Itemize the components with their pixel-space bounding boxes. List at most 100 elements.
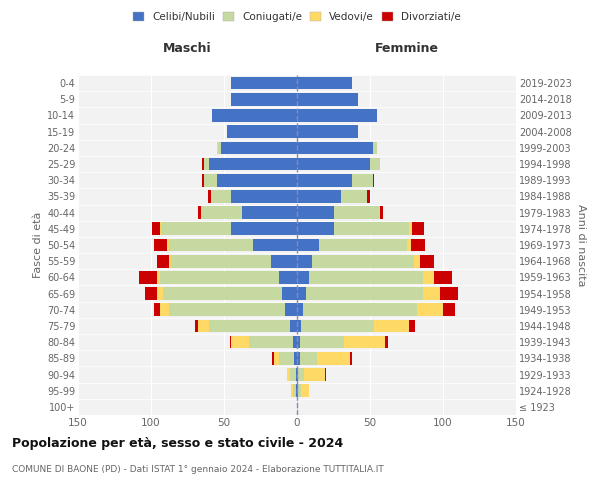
Bar — [232, 222, 297, 235]
Bar — [411, 238, 425, 252]
Legend: Celibi/Nubili, Coniugati/e, Vedovi/e, Divorziati/e: Celibi/Nubili, Coniugati/e, Vedovi/e, Di… — [133, 12, 461, 22]
Bar — [419, 255, 434, 268]
Bar — [301, 320, 374, 332]
Bar — [443, 304, 455, 316]
Bar — [195, 320, 198, 332]
Text: COMUNE DI BAONE (PD) - Dati ISTAT 1° gennaio 2024 - Elaborazione TUTTITALIA.IT: COMUNE DI BAONE (PD) - Dati ISTAT 1° gen… — [12, 466, 384, 474]
Bar — [407, 238, 411, 252]
Bar — [409, 320, 415, 332]
Bar — [208, 190, 211, 202]
Bar — [297, 158, 370, 170]
Bar — [296, 384, 297, 397]
Y-axis label: Fasce di età: Fasce di età — [32, 212, 43, 278]
Bar — [232, 93, 297, 106]
Bar — [297, 222, 334, 235]
Bar — [283, 288, 297, 300]
Bar — [154, 238, 167, 252]
Bar — [212, 109, 297, 122]
Bar — [297, 93, 358, 106]
Bar — [311, 255, 414, 268]
Y-axis label: Anni di nascita: Anni di nascita — [576, 204, 586, 286]
Bar — [280, 271, 297, 283]
Bar — [301, 384, 308, 397]
Bar — [172, 255, 271, 268]
Bar — [209, 320, 290, 332]
Bar — [200, 206, 242, 219]
Bar — [272, 352, 274, 364]
Bar — [297, 384, 298, 397]
Bar — [202, 158, 203, 170]
Bar — [297, 174, 352, 186]
Bar — [344, 336, 385, 348]
Bar — [160, 271, 280, 283]
Bar — [157, 255, 169, 268]
Bar — [271, 255, 297, 268]
Bar — [297, 238, 319, 252]
Bar — [422, 271, 434, 283]
Bar — [367, 190, 370, 202]
Bar — [325, 368, 326, 381]
Bar — [370, 158, 380, 170]
Bar — [290, 320, 297, 332]
Bar — [297, 271, 308, 283]
Bar — [297, 352, 300, 364]
Bar — [242, 206, 297, 219]
Bar — [139, 271, 157, 283]
Bar — [297, 77, 352, 90]
Bar — [334, 206, 380, 219]
Bar — [167, 238, 169, 252]
Bar — [297, 336, 300, 348]
Bar — [306, 288, 422, 300]
Bar — [297, 368, 298, 381]
Bar — [373, 142, 377, 154]
Bar — [380, 206, 383, 219]
Bar — [374, 320, 409, 332]
Bar — [290, 368, 296, 381]
Bar — [350, 352, 352, 364]
Bar — [280, 352, 294, 364]
Bar — [385, 336, 388, 348]
Bar — [297, 288, 306, 300]
Bar — [297, 320, 301, 332]
Bar — [253, 238, 297, 252]
Bar — [298, 384, 301, 397]
Bar — [293, 384, 296, 397]
Bar — [293, 336, 297, 348]
Text: Popolazione per età, sesso e stato civile - 2024: Popolazione per età, sesso e stato civil… — [12, 438, 343, 450]
Bar — [217, 174, 297, 186]
Bar — [169, 255, 172, 268]
Bar — [274, 352, 280, 364]
Bar — [169, 238, 253, 252]
Bar — [300, 352, 317, 364]
Bar — [352, 174, 373, 186]
Bar — [145, 288, 157, 300]
Bar — [319, 238, 407, 252]
Bar — [300, 336, 344, 348]
Bar — [232, 77, 297, 90]
Bar — [294, 352, 297, 364]
Bar — [422, 288, 440, 300]
Bar — [440, 288, 458, 300]
Bar — [297, 255, 311, 268]
Bar — [221, 142, 297, 154]
Bar — [303, 304, 417, 316]
Bar — [412, 222, 424, 235]
Bar — [417, 304, 443, 316]
Bar — [218, 142, 221, 154]
Bar — [169, 304, 286, 316]
Bar — [286, 304, 297, 316]
Bar — [217, 142, 218, 154]
Text: Maschi: Maschi — [163, 42, 212, 55]
Bar — [308, 271, 422, 283]
Bar — [434, 271, 452, 283]
Bar — [414, 255, 419, 268]
Bar — [154, 304, 160, 316]
Bar — [296, 368, 297, 381]
Bar — [334, 222, 409, 235]
Bar — [157, 271, 160, 283]
Bar — [409, 222, 412, 235]
Bar — [211, 190, 232, 202]
Bar — [341, 190, 367, 202]
Bar — [198, 206, 200, 219]
Bar — [297, 126, 358, 138]
